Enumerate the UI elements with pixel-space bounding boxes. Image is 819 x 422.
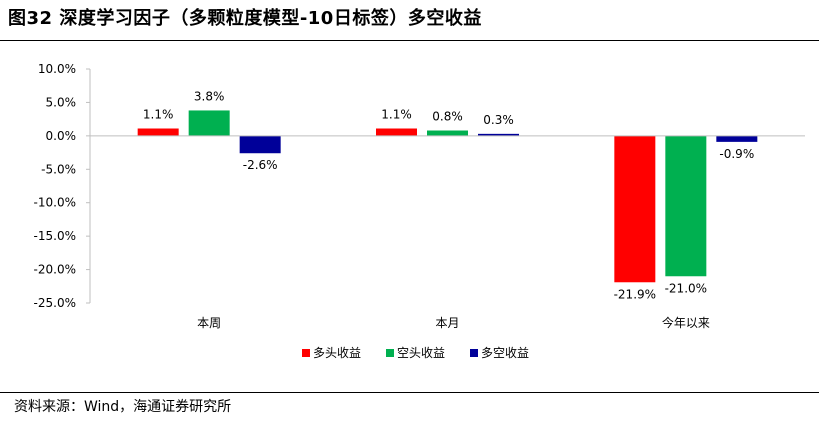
y-tick-label: 5.0% [46, 95, 77, 109]
x-axis: 本周 本月 今年以来 [90, 135, 805, 330]
data-label: 1.1% [381, 108, 412, 122]
legend-swatch-空头收益 [386, 349, 394, 357]
y-tick-label: -10.0% [34, 196, 76, 210]
bar-chart: 10.0% 5.0% 0.0% -5.0% -10.0% -15.0% -20.0% -25.… [34, 62, 805, 360]
y-tick-label: -5.0% [41, 162, 76, 176]
legend: 多头收益 空头收益 多空收益 [302, 346, 529, 360]
y-tick-label: 0.0% [46, 129, 77, 143]
title-divider [0, 40, 819, 41]
bars [137, 110, 758, 283]
footer-divider [0, 392, 819, 393]
bar-多头收益-今年以来 [614, 135, 656, 283]
data-label: 3.8% [194, 89, 225, 103]
legend-swatch-多头收益 [302, 349, 310, 357]
data-label: -2.6% [243, 158, 278, 172]
y-axis: 10.0% 5.0% 0.0% -5.0% -10.0% -15.0% -20.0% -25.… [34, 62, 91, 310]
bar-空头收益-今年以来 [665, 135, 707, 277]
data-label: -0.9% [719, 147, 754, 161]
data-label: -21.9% [614, 287, 656, 301]
bar-多空收益-今年以来 [716, 135, 758, 142]
source-note: 资料来源：Wind，海通证券研究所 [14, 399, 232, 415]
data-labels: 1.1% 3.8% -2.6% 1.1% 0.8% 0.3% -21.9% -21.0% -0.… [143, 89, 754, 301]
legend-label: 多空收益 [481, 346, 529, 360]
legend-label: 多头收益 [313, 346, 361, 360]
y-tick-label: -25.0% [34, 296, 76, 310]
x-category-label: 本月 [435, 316, 459, 330]
y-tick-label: -20.0% [34, 263, 76, 277]
data-label: 0.3% [483, 113, 514, 127]
chart-title: 图32 深度学习因子（多颗粒度模型-10日标签）多空收益 [8, 8, 482, 29]
bar-多头收益-本月 [376, 128, 417, 136]
bar-多头收益-本周 [137, 128, 179, 136]
data-label: -21.0% [665, 281, 707, 295]
legend-swatch-多空收益 [470, 349, 478, 357]
bar-空头收益-本月 [427, 130, 468, 136]
x-category-label: 本周 [197, 316, 221, 330]
data-label: 0.8% [432, 110, 463, 124]
legend-label: 空头收益 [397, 346, 445, 360]
bar-空头收益-本周 [188, 110, 230, 136]
bar-多空收益-本周 [239, 135, 281, 154]
y-tick-label: -15.0% [34, 229, 76, 243]
data-label: 1.1% [143, 108, 174, 122]
bar-多空收益-本月 [478, 133, 519, 136]
x-category-label: 今年以来 [662, 315, 710, 330]
y-tick-label: 10.0% [38, 62, 76, 76]
